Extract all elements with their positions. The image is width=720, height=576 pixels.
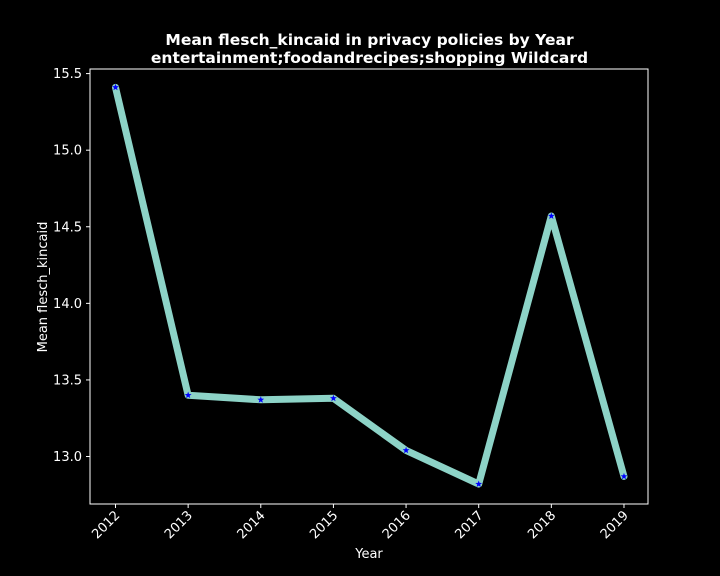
y-tick-label: 13.0 <box>53 450 82 465</box>
x-tick-label: 2015 <box>307 508 341 542</box>
y-tick-label: 14.0 <box>53 297 82 312</box>
x-axis-label: Year <box>354 547 383 562</box>
y-axis: 13.0 13.5 14.0 14.5 15.0 15.5 <box>53 67 90 465</box>
y-tick-label: 15.0 <box>53 144 82 159</box>
x-tick-label: 2012 <box>89 508 123 542</box>
y-tick-label: 13.5 <box>53 373 82 388</box>
chart-title: Mean flesch_kincaid in privacy policies … <box>165 31 574 49</box>
plot-frame <box>89 68 649 505</box>
chart-subtitle: entertainment;foodandrecipes;shopping Wi… <box>151 49 588 67</box>
x-axis: 2012 2013 2014 2015 2016 2017 2018 2019 <box>89 504 632 542</box>
data-point-marker <box>620 472 628 480</box>
y-tick-label: 15.5 <box>53 67 82 82</box>
x-tick-label: 2016 <box>380 508 414 542</box>
data-point-marker <box>112 83 119 91</box>
x-tick-label: 2014 <box>235 508 269 542</box>
data-point-marker <box>475 480 483 487</box>
series-layer <box>112 83 628 488</box>
x-tick-label: 2013 <box>162 508 196 542</box>
data-point-marker <box>184 391 192 399</box>
x-tick-label: 2018 <box>525 508 559 542</box>
data-point-marker <box>330 394 337 402</box>
data-point-marker <box>257 396 265 403</box>
y-tick-label: 14.5 <box>53 220 82 235</box>
x-tick-label: 2017 <box>453 508 487 542</box>
y-axis-label: Mean flesch_kincaid <box>36 222 51 353</box>
series-line <box>112 83 628 488</box>
data-point-marker <box>402 446 410 454</box>
data-point-marker <box>547 212 555 219</box>
x-tick-label: 2019 <box>598 508 632 542</box>
